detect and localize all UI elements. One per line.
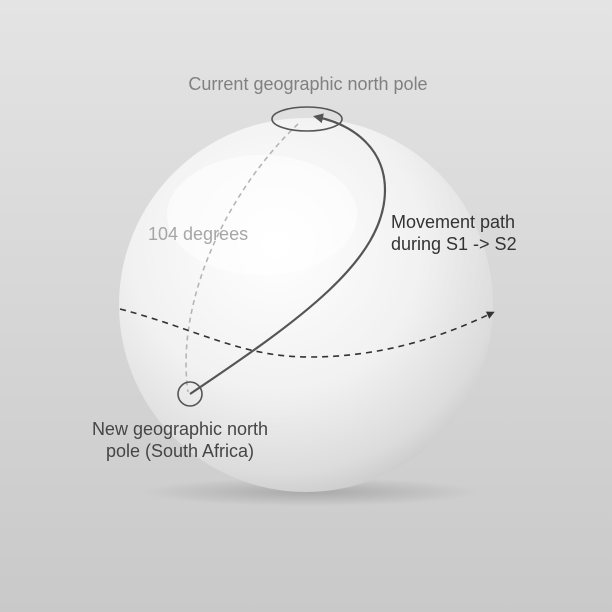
current-pole-marker (271, 106, 343, 132)
new-pole-label: New geographic north pole (South Africa) (60, 418, 300, 462)
new-pole-label-line2: pole (South Africa) (105, 441, 255, 461)
movement-path-label-line1: Movement path (391, 212, 516, 232)
sphere-highlight (167, 155, 357, 275)
sphere-shadow (140, 478, 480, 506)
current-pole-label-text: Current geographic north pole (188, 74, 428, 94)
degrees-label: 104 degrees (148, 224, 249, 244)
new-pole-label-line1: New geographic north (91, 419, 269, 439)
movement-path-label-line2: during S1 -> S2 (391, 234, 517, 254)
movement-path-label: Movement path during S1 -> S2 (391, 211, 517, 255)
new-pole-marker (177, 381, 203, 407)
current-pole-label: Current geographic north pole (0, 73, 612, 95)
movement-path-curve (189, 113, 387, 395)
meridian-dashed-arc (185, 123, 299, 393)
